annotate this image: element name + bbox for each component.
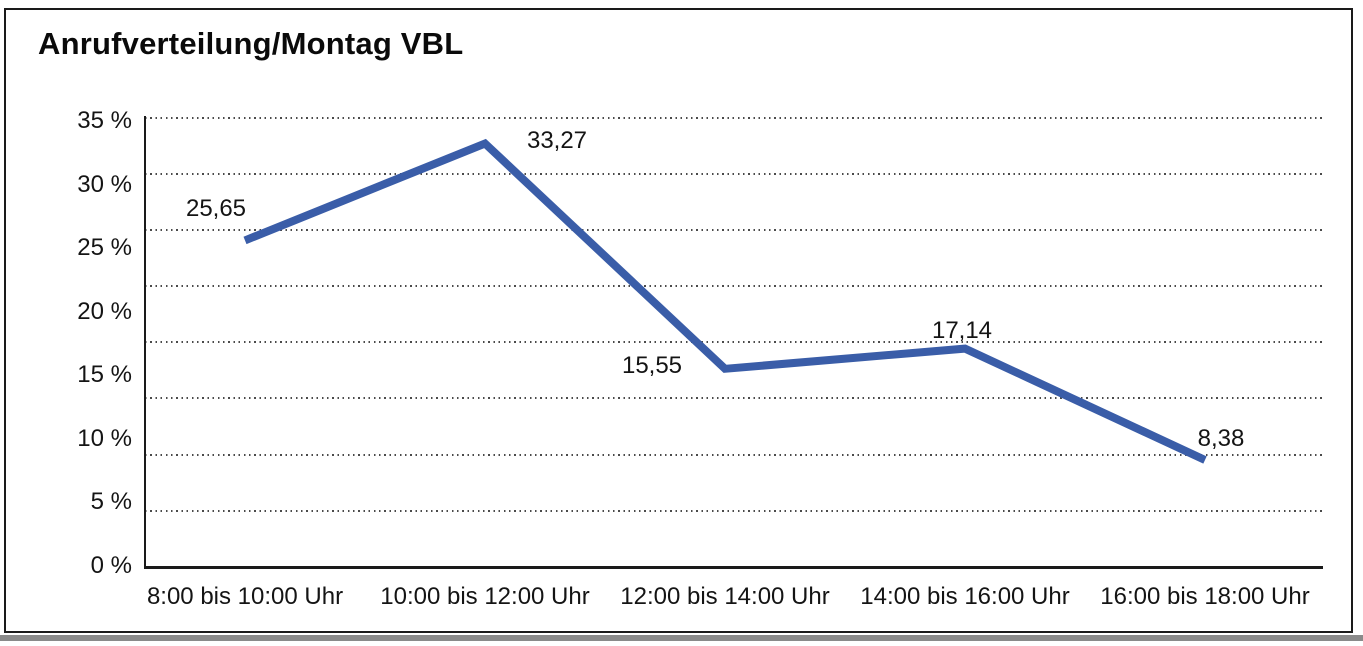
gridline [145,341,1322,344]
gridline [145,228,1322,231]
y-axis-line [143,115,146,568]
x-category-label: 16:00 bis 18:00 Uhr [1100,583,1310,610]
gridline [145,116,1322,119]
data-point-label: 15,55 [621,352,683,379]
y-tick-label: 35 % [77,107,132,134]
y-tick-label: 30 % [77,170,132,198]
y-tick-label: 5 % [90,488,132,516]
y-tick-label: 20 % [77,297,132,325]
y-tick-label: 15 % [77,361,132,389]
data-point-label: 33,27 [526,127,588,154]
y-tick-label: 25 % [77,234,132,262]
data-point-label: 25,65 [185,195,247,222]
x-category-label: 12:00 bis 14:00 Uhr [620,583,830,610]
gridline [145,172,1322,175]
x-axis-line [143,565,1323,569]
x-category-label: 8:00 bis 10:00 Uhr [146,583,344,610]
x-category-label: 14:00 bis 16:00 Uhr [860,583,1070,610]
gridline [145,509,1322,512]
x-category-label: 10:00 bis 12:00 Uhr [380,583,590,610]
data-line [243,138,1207,464]
gridline [145,397,1322,400]
chart-title: Anrufverteilung/Montag VBL [38,26,464,61]
data-point-label: 8,38 [1197,425,1245,452]
data-point-label: 17,14 [931,317,993,344]
gridline [145,453,1322,456]
frame-bottom-shadow [0,635,1363,641]
gridline [145,285,1322,288]
y-tick-label: 0 % [90,552,132,579]
y-tick-label: 10 % [77,424,132,452]
